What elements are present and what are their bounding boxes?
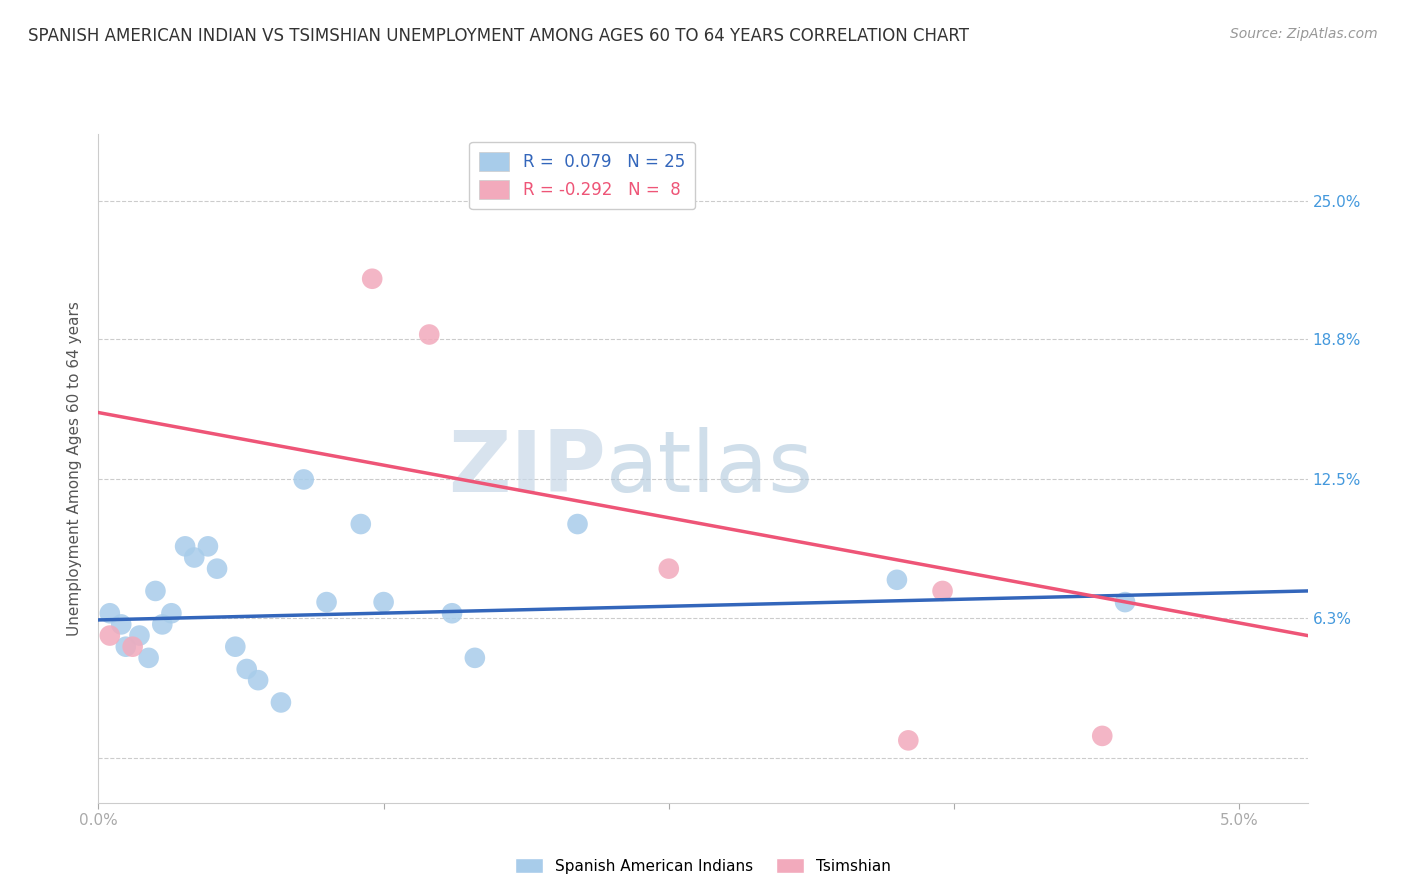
Legend: Spanish American Indians, Tsimshian: Spanish American Indians, Tsimshian: [509, 852, 897, 880]
Point: [464, 651, 486, 665]
Point: [361, 271, 384, 285]
Point: [1114, 595, 1136, 609]
Text: ZIP: ZIP: [449, 426, 606, 510]
Point: [658, 562, 681, 576]
Point: [270, 696, 292, 710]
Point: [931, 584, 953, 599]
Point: [897, 733, 920, 747]
Point: [247, 673, 270, 687]
Legend: R =  0.079   N = 25, R = -0.292   N =  8: R = 0.079 N = 25, R = -0.292 N = 8: [470, 142, 695, 209]
Y-axis label: Unemployment Among Ages 60 to 64 years: Unemployment Among Ages 60 to 64 years: [67, 301, 83, 636]
Text: atlas: atlas: [606, 426, 814, 510]
Point: [292, 473, 315, 487]
Point: [174, 539, 197, 553]
Point: [235, 662, 257, 676]
Point: [418, 327, 440, 342]
Point: [98, 628, 121, 642]
Point: [114, 640, 136, 654]
Point: [205, 562, 228, 576]
Point: [150, 617, 173, 632]
Point: [1091, 729, 1114, 743]
Point: [567, 517, 589, 532]
Point: [138, 651, 160, 665]
Text: SPANISH AMERICAN INDIAN VS TSIMSHIAN UNEMPLOYMENT AMONG AGES 60 TO 64 YEARS CORR: SPANISH AMERICAN INDIAN VS TSIMSHIAN UNE…: [28, 27, 969, 45]
Point: [110, 617, 132, 632]
Point: [441, 607, 464, 621]
Point: [183, 550, 205, 565]
Point: [350, 517, 373, 532]
Point: [315, 595, 337, 609]
Point: [197, 539, 219, 553]
Point: [121, 640, 143, 654]
Point: [224, 640, 246, 654]
Point: [98, 607, 121, 621]
Point: [128, 628, 150, 642]
Text: Source: ZipAtlas.com: Source: ZipAtlas.com: [1230, 27, 1378, 41]
Point: [145, 584, 167, 599]
Point: [160, 607, 183, 621]
Point: [886, 573, 908, 587]
Point: [373, 595, 395, 609]
